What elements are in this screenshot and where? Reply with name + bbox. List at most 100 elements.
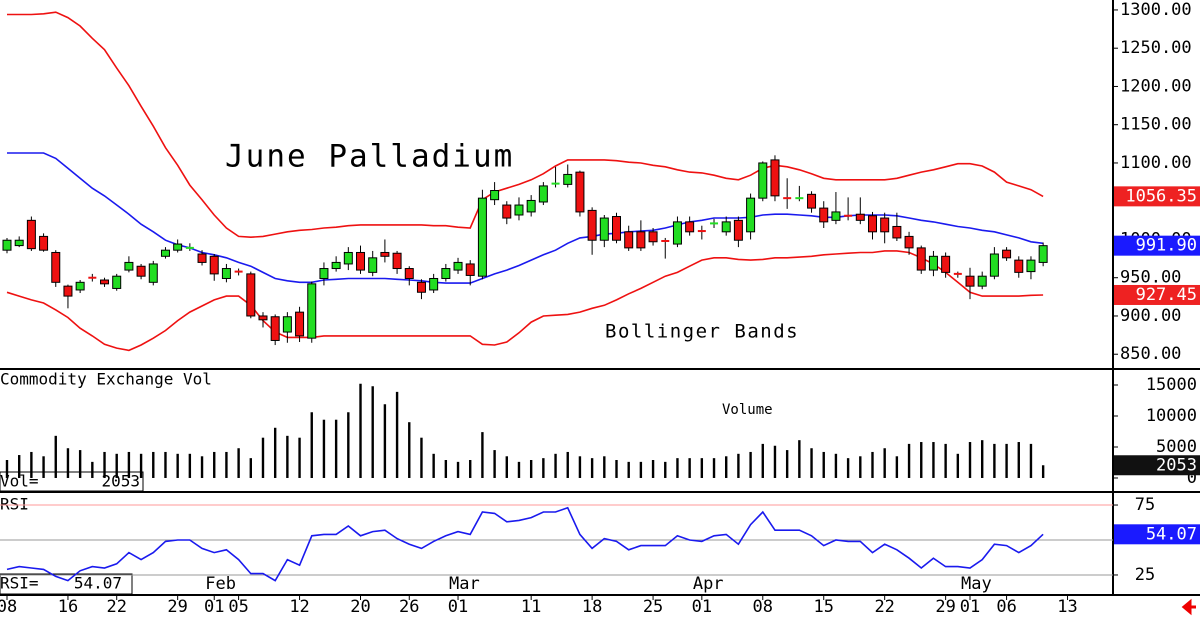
y-tick-label: 950.00	[1120, 268, 1181, 288]
candle-body	[39, 235, 49, 251]
x-tick-label: 08	[753, 597, 773, 617]
x-tick-label: 18	[582, 597, 602, 617]
price-label-box	[1114, 186, 1200, 207]
candle-body	[624, 231, 634, 249]
candle-body	[197, 253, 207, 263]
y-tick-label: 15000	[1146, 375, 1197, 395]
candle-body	[331, 261, 341, 270]
current-value: 2053	[101, 472, 140, 491]
x-tick-label: 13	[1057, 597, 1077, 617]
x-tick-label: 15	[813, 597, 833, 617]
candle-body	[14, 239, 24, 247]
candle-body	[612, 216, 621, 241]
candle-body	[234, 270, 243, 273]
candle-body	[404, 268, 414, 279]
candle-body	[758, 162, 768, 199]
x-tick-label: 22	[106, 597, 126, 617]
candle-body	[453, 261, 463, 271]
bollinger-band	[6, 250, 1044, 352]
price-label: 1056.35	[1125, 186, 1197, 206]
y-tick-label: 900.00	[1120, 306, 1181, 326]
candle-body	[1002, 249, 1012, 259]
candle-body	[526, 199, 536, 213]
x-tick-label: 11	[521, 597, 541, 617]
candle-body	[2, 239, 12, 251]
candle-body	[867, 215, 877, 233]
candle-body	[672, 221, 682, 245]
annotation: Volume	[722, 402, 773, 418]
value-prefix: Vol=	[0, 472, 39, 491]
x-tick-label: 12	[289, 597, 309, 617]
candle-body	[941, 255, 951, 273]
candle-body	[136, 265, 146, 277]
candle-body	[307, 283, 317, 339]
candle-body	[710, 222, 719, 225]
candle-body	[465, 263, 475, 276]
candle-body	[661, 239, 670, 242]
candle-body	[441, 268, 451, 279]
candle-body	[124, 261, 134, 271]
scroll-arrow[interactable]	[1181, 598, 1196, 616]
price-label-box	[1114, 284, 1200, 305]
candle-body	[319, 268, 329, 279]
candle-body	[26, 219, 36, 250]
candle-body	[282, 316, 292, 333]
y-tick-label: 10000	[1146, 406, 1197, 426]
candle-body	[795, 197, 804, 200]
value-prefix: RSI=	[0, 574, 39, 593]
y-tick-label: 1300.00	[1120, 0, 1192, 20]
candle-body	[563, 173, 573, 185]
candle-body	[831, 211, 841, 221]
candle-body	[173, 243, 183, 251]
rsi-line	[6, 506, 1044, 582]
candle-body	[697, 230, 706, 233]
current-value-box	[1114, 455, 1200, 476]
x-tick-label: 29	[167, 597, 187, 617]
current-value-label: 54.07	[1146, 524, 1197, 544]
candle-body	[221, 268, 231, 279]
candle-body	[844, 214, 853, 217]
candle-body	[819, 207, 829, 223]
candle-body	[575, 171, 585, 213]
candle-body	[892, 225, 902, 239]
candle-body	[258, 315, 268, 321]
candle-body	[783, 197, 792, 200]
x-tick-label: 01	[692, 597, 712, 617]
candle-body	[977, 275, 987, 287]
candle-body	[429, 277, 439, 291]
x-tick-label: 01	[960, 597, 980, 617]
y-tick-label: 1200.00	[1120, 76, 1192, 96]
x-tick-label: 01	[204, 597, 224, 617]
y-tick-label: 75	[1135, 495, 1155, 515]
y-tick-label: 0	[1187, 468, 1197, 488]
x-tick-label: 06	[996, 597, 1016, 617]
y-tick-label: 1150.00	[1120, 115, 1192, 135]
candle-body	[246, 273, 256, 317]
month-label: Mar	[449, 574, 480, 594]
candle-body	[916, 247, 926, 271]
x-tick-label: 22	[874, 597, 894, 617]
candle-body	[989, 253, 999, 277]
candle-body	[416, 281, 426, 293]
candle-body	[599, 217, 609, 241]
candle-body	[636, 231, 646, 249]
candle-body	[356, 251, 366, 271]
candle-body	[928, 255, 938, 271]
price-label-box	[1114, 235, 1200, 256]
candle-body	[746, 197, 756, 233]
candle-body	[1038, 245, 1048, 263]
candle-body	[380, 251, 390, 257]
candle-body	[880, 217, 890, 233]
candle-body	[502, 204, 512, 219]
x-tick-label: 08	[0, 597, 17, 617]
x-tick-label: 01	[448, 597, 468, 617]
candle-body	[112, 275, 122, 289]
x-tick-label: 16	[58, 597, 78, 617]
candle-body	[270, 316, 280, 341]
candle-body	[807, 193, 817, 209]
price-label: 991.90	[1136, 236, 1197, 256]
candle-body	[514, 204, 524, 216]
